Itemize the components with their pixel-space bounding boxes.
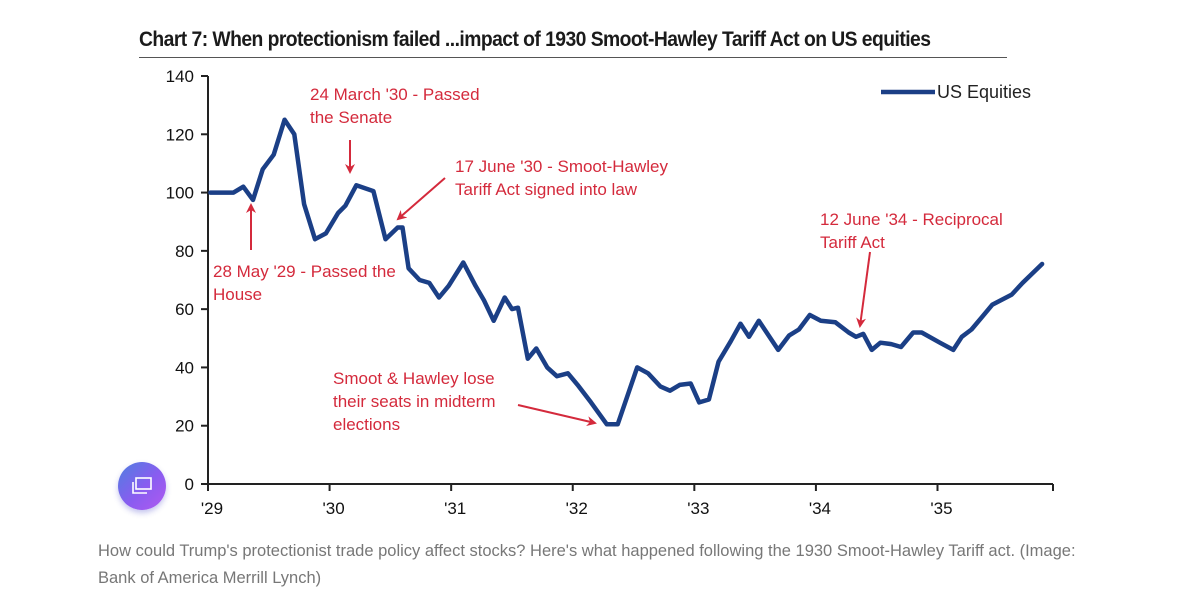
series-line-us-equities: [208, 117, 1045, 427]
annotation-arrow: [517, 404, 597, 427]
x-tick-label: '35: [930, 499, 952, 518]
series-group: [208, 117, 1045, 427]
annotation-text: Tariff Act: [820, 233, 885, 252]
annotations: 24 March '30 - Passed the Senate 17 June '…: [213, 85, 1003, 434]
y-tick-label: 20: [175, 417, 194, 436]
x-tick-label: '31: [444, 499, 466, 518]
x-tick-label: '30: [323, 499, 345, 518]
gallery-button[interactable]: [118, 462, 166, 510]
y-tick-label: 80: [175, 242, 194, 261]
x-tick-label: '32: [566, 499, 588, 518]
legend: US Equities: [881, 82, 1031, 102]
annotation-text: elections: [333, 415, 400, 434]
annotation-text: 28 May '29 - Passed the: [213, 262, 396, 281]
x-tick-label: '33: [687, 499, 709, 518]
axes: 0 20 40 60 80 100 120 140 '29 '30 '31 '32 '33 '34 '35: [166, 67, 1054, 518]
y-tick-label: 120: [166, 125, 194, 144]
gallery-icon: [132, 477, 152, 494]
legend-label: US Equities: [937, 82, 1031, 102]
chart-title: Chart 7: When protectionism failed ...im…: [139, 28, 931, 51]
image-caption: How could Trump's protectionist trade po…: [98, 542, 1076, 587]
y-tick-label: 0: [185, 475, 194, 494]
annotation-text: 24 March '30 - Passed: [310, 85, 480, 104]
annotation-text: their seats in midterm: [333, 392, 496, 411]
annotation-text: the Senate: [310, 108, 392, 127]
title-underline: [139, 57, 1007, 58]
annotation-text: 17 June '30 - Smoot-Hawley: [455, 157, 669, 176]
annotation-arrow: [856, 251, 871, 328]
y-tick-label: 60: [175, 300, 194, 319]
annotation-text: Smoot & Hawley lose: [333, 369, 495, 388]
y-tick-label: 40: [175, 358, 194, 377]
y-tick-label: 100: [166, 184, 194, 203]
annotation-arrow: [396, 177, 446, 221]
x-tick-label: '34: [809, 499, 831, 518]
y-tick-label: 140: [166, 67, 194, 86]
annotation-text: House: [213, 285, 262, 304]
annotation-text: 12 June '34 - Reciprocal: [820, 210, 1003, 229]
annotation-text: Tariff Act signed into law: [455, 180, 638, 199]
x-tick-label: '29: [201, 499, 223, 518]
